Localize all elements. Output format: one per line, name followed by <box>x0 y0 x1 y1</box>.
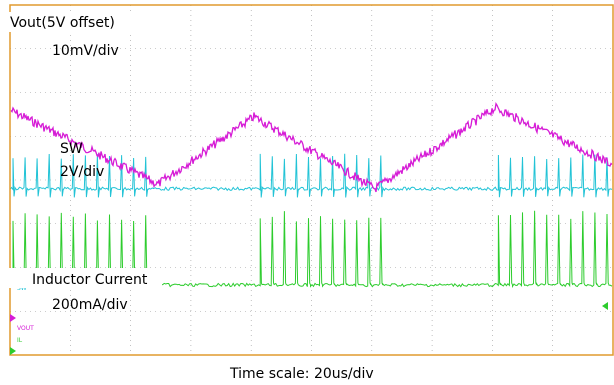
vout-label: Vout(5V offset) <box>10 15 115 31</box>
trace-vout <box>10 101 613 193</box>
il-channel-marker-icon <box>10 347 16 355</box>
inductor-scale-label: 200mA/div <box>52 297 128 313</box>
vout-scale-label: 10mV/div <box>52 43 119 59</box>
trace-sw <box>9 153 613 198</box>
vout-label-backdrop <box>4 12 148 32</box>
trigger-level-marker-icon <box>602 302 608 310</box>
il-channel-marker-label: IL <box>17 337 23 344</box>
sw-label: SW <box>60 141 83 157</box>
sw-scale-label: 2V/div <box>60 164 104 180</box>
vout-channel-marker-label: VOUT <box>17 325 34 332</box>
grid-border <box>9 4 614 356</box>
inductor-label-backdrop <box>4 268 162 288</box>
time-scale-label: Time scale: 20us/div <box>229 366 374 382</box>
inductor-current-label: Inductor Current <box>32 272 148 288</box>
vout-channel-marker-icon <box>10 314 16 322</box>
sw-channel-marker-label: SW <box>17 285 27 292</box>
